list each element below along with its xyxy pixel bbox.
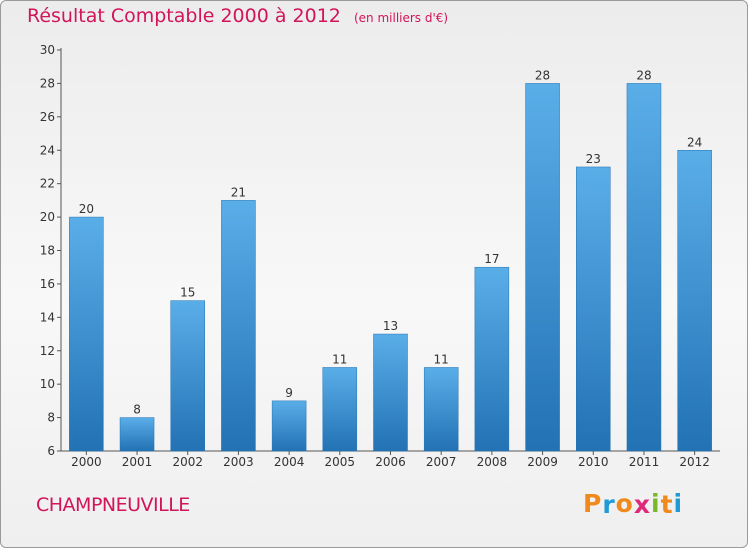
brand-letter: P [583,489,603,518]
proxiti-logo: Proxiti [583,489,684,519]
bar-value-label: 11 [332,352,347,366]
y-tick-label: 8 [47,411,55,425]
x-tick-label: 2010 [578,455,609,469]
bar-value-label: 13 [383,319,398,333]
chart-title-main: Résultat Comptable 2000 à 2012 [27,5,341,27]
bar [525,83,560,452]
brand-letter: x [633,490,651,519]
bar [119,417,155,452]
bar [626,83,662,452]
bar [170,300,205,452]
x-tick-label: 2002 [172,455,203,469]
x-tick-label: 2005 [325,455,356,469]
bar [423,367,459,452]
x-tick-label: 2008 [477,455,508,469]
bar [373,333,408,452]
bar [677,150,712,452]
bar-value-label: 23 [586,152,601,166]
bar [322,367,358,452]
y-tick-label: 26 [40,110,55,124]
y-tick-label: 30 [40,43,55,57]
y-axis: 6 8 10 12 14 16 18 20 22 24 26 28 30 [40,43,62,458]
brand-letter: t [660,490,674,519]
y-tick-label: 14 [40,310,55,324]
x-axis: 2000 2001 2002 2003 2004 2005 2006 2007 2008 2009… [61,450,720,469]
bar [474,266,510,452]
bar [221,200,256,452]
bar-value-label: 8 [133,403,141,417]
bar-value-label: 20 [79,202,94,216]
brand-letter: i [673,489,684,518]
chart-subtitle: (en milliers d'€) [353,11,449,25]
commune-name: CHAMPNEUVILLE [36,494,190,516]
bar-value-label: 11 [434,352,449,366]
y-tick-label: 24 [40,143,55,157]
bar [576,166,611,452]
bar [271,400,307,452]
x-tick-label: 2000 [71,455,102,469]
bar-value-label: 21 [231,185,246,199]
brand-letter: r [602,490,616,519]
bar-value-label: 17 [484,252,499,266]
chart-title: Résultat Comptable 2000 à 2012 (en milli… [27,5,448,27]
x-tick-label: 2011 [629,455,660,469]
y-tick-label: 16 [40,277,55,291]
x-tick-label: 2009 [527,455,558,469]
x-tick-label: 2001 [122,455,153,469]
x-tick-label: 2007 [426,455,457,469]
x-tick-label: 2012 [679,455,710,469]
y-tick-label: 10 [40,377,55,391]
x-tick-label: 2003 [223,455,254,469]
bar-value-label: 28 [535,68,550,82]
bar-value-label: 28 [636,68,651,82]
y-tick-label: 18 [40,244,55,258]
bar-value-label: 9 [285,386,293,400]
x-tick-label: 2006 [375,455,406,469]
brand-letter: i [651,489,661,518]
bar-value-label: 15 [180,286,195,300]
y-tick-label: 22 [40,177,55,191]
brand-letter: o [615,489,634,518]
y-tick-label: 28 [40,76,55,90]
y-tick-label: 20 [40,210,55,224]
x-tick-label: 2004 [274,455,305,469]
bars: 20 8 15 21 9 11 13 11 17 28 23 28 24 [69,68,712,452]
bar [69,216,104,452]
y-tick-label: 6 [47,444,55,458]
y-tick-label: 12 [40,344,55,358]
bar-value-label: 24 [687,135,702,149]
